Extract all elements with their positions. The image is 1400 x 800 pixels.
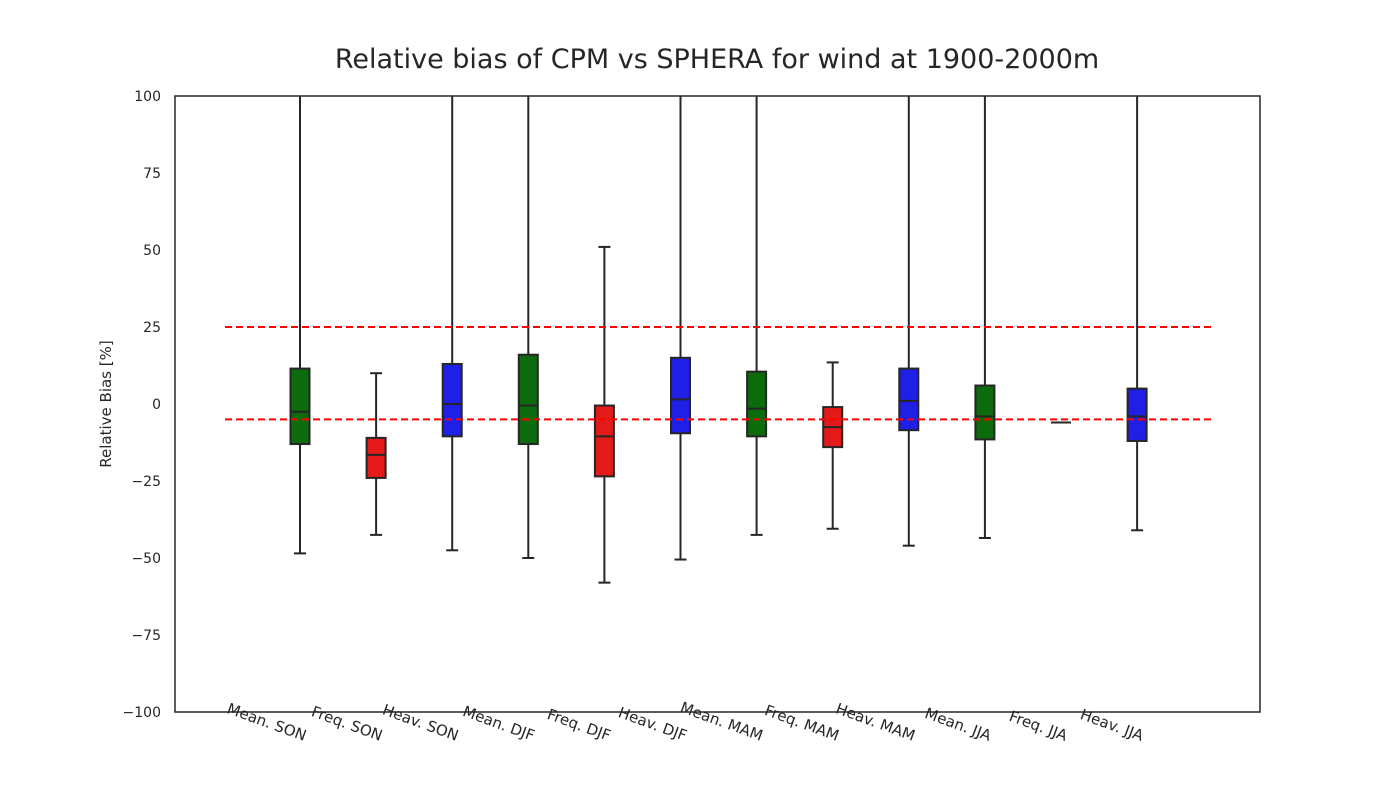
plot-area: [225, 96, 1211, 584]
box-freq-djf: [593, 245, 615, 584]
box-body: [898, 367, 920, 432]
box-body: [517, 353, 539, 446]
box-mean-jja: [974, 96, 996, 539]
box-body: [593, 404, 615, 478]
box-body: [746, 370, 768, 438]
box-body: [1126, 387, 1148, 442]
box-heav-jja: [1126, 96, 1148, 532]
y-axis: −100 −75 −50 −25 0 25 50 75 100: [123, 89, 161, 721]
box-mean-mam: [746, 96, 768, 536]
box-body: [289, 367, 311, 446]
box-body: [441, 362, 463, 438]
box-mean-djf: [517, 96, 539, 559]
box-heav-mam: [898, 96, 920, 547]
x-tick-label: Freq. SON: [309, 702, 385, 744]
box-heav-djf: [670, 96, 691, 561]
y-tick-label: −25: [131, 474, 161, 490]
y-tick-label: 75: [143, 166, 161, 182]
x-tick-label: Freq. MAM: [762, 701, 841, 745]
box-freq-mam: [822, 361, 844, 530]
plot-frame: [174, 95, 1261, 713]
box-heav-son: [441, 96, 463, 552]
x-tick-label: Freq. DJF: [545, 705, 613, 745]
y-tick-label: −75: [131, 628, 161, 644]
y-axis-label: Relative Bias [%]: [97, 340, 115, 467]
x-tick-label: Freq. JJA: [1007, 707, 1071, 745]
x-tick-label: Mean. DJF: [460, 702, 537, 745]
x-tick-label: Mean. JJA: [922, 704, 994, 745]
y-tick-label: 50: [143, 243, 161, 259]
x-tick-label: Heav. SON: [380, 701, 461, 745]
y-tick-label: −100: [123, 705, 161, 721]
box-freq-son: [365, 372, 387, 536]
box-body: [365, 436, 387, 479]
y-tick-label: 0: [152, 397, 161, 413]
x-tick-label: Mean. SON: [225, 699, 309, 744]
y-tick-label: 25: [143, 320, 161, 336]
box-mean-son: [289, 96, 311, 555]
y-tick-label: 100: [134, 89, 161, 105]
x-tick-label: Mean. MAM: [678, 698, 765, 745]
box-body: [670, 356, 691, 435]
box-body: [974, 384, 996, 441]
chart-title: Relative bias of CPM vs SPHERA for wind …: [335, 44, 1099, 75]
y-tick-label: −50: [131, 551, 161, 567]
x-tick-label: Heav. DJF: [616, 703, 689, 744]
x-tick-label: Heav. MAM: [833, 699, 917, 744]
